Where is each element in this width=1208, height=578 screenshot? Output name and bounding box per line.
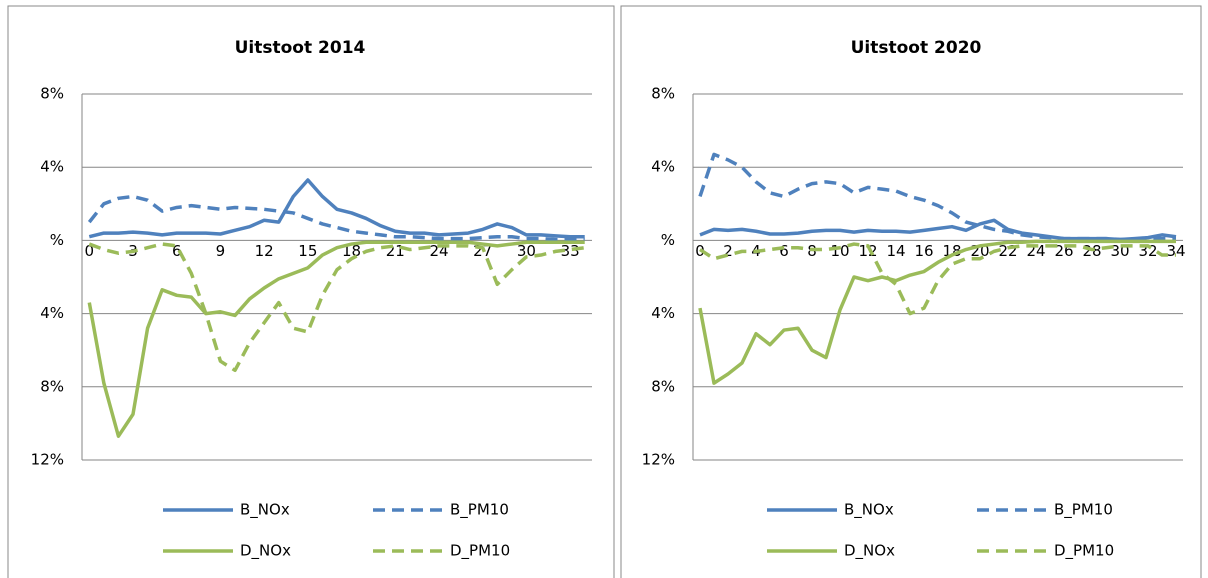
legend-label: B_PM10 [450,501,509,520]
chart-title: Uitstoot 2014 [235,38,366,58]
series-line [699,218,1177,242]
x-tick-label: 6 [172,242,182,260]
x-tick-label: 2 [723,242,733,260]
legend-label: D_NOx [240,542,291,561]
y-tick-label: % [50,231,64,249]
x-tick-label: 14 [886,242,905,260]
series-line [698,239,1176,385]
x-tick-label: 21 [386,242,405,260]
chart-title: Uitstoot 2020 [851,38,982,58]
y-tick-label: 4% [40,304,64,322]
x-tick-label: 34 [1166,242,1185,260]
series-line [88,242,585,373]
y-tick-label: 4% [651,158,675,176]
x-tick-label: 33 [561,242,580,260]
x-tick-label: 10 [830,242,849,260]
y-tick-label: 4% [40,158,64,176]
series-line [87,240,585,438]
x-tick-label: 6 [779,242,789,260]
x-tick-label: 30 [517,242,536,260]
legend-label: B_NOx [844,501,894,520]
series-line [87,194,585,242]
y-tick-label: 8% [651,85,675,103]
y-tick-label: % [661,231,675,249]
panel-border [620,5,1202,578]
legend-label: B_PM10 [1054,501,1113,520]
series-line [698,152,1176,242]
y-tick-label: 8% [651,377,675,395]
panel-border [7,5,615,578]
y-tick-label: 8% [40,377,64,395]
x-tick-label: 12 [858,242,877,260]
series-line [88,178,585,239]
x-tick-label: 16 [914,242,933,260]
y-tick-label: 12% [642,451,675,469]
y-tick-label: 4% [651,304,675,322]
x-tick-label: 12 [255,242,274,260]
legend-label: D_NOx [844,542,895,561]
x-tick-label: 15 [298,242,317,260]
y-tick-label: 8% [40,85,64,103]
legend-label: D_PM10 [1054,542,1114,561]
series-line [699,242,1176,316]
x-tick-label: 9 [216,242,226,260]
y-tick-label: 12% [31,451,64,469]
legend-label: D_PM10 [450,542,510,561]
x-tick-label: 18 [942,242,961,260]
x-tick-label: 0 [85,242,95,260]
legend-label: B_NOx [240,501,290,520]
